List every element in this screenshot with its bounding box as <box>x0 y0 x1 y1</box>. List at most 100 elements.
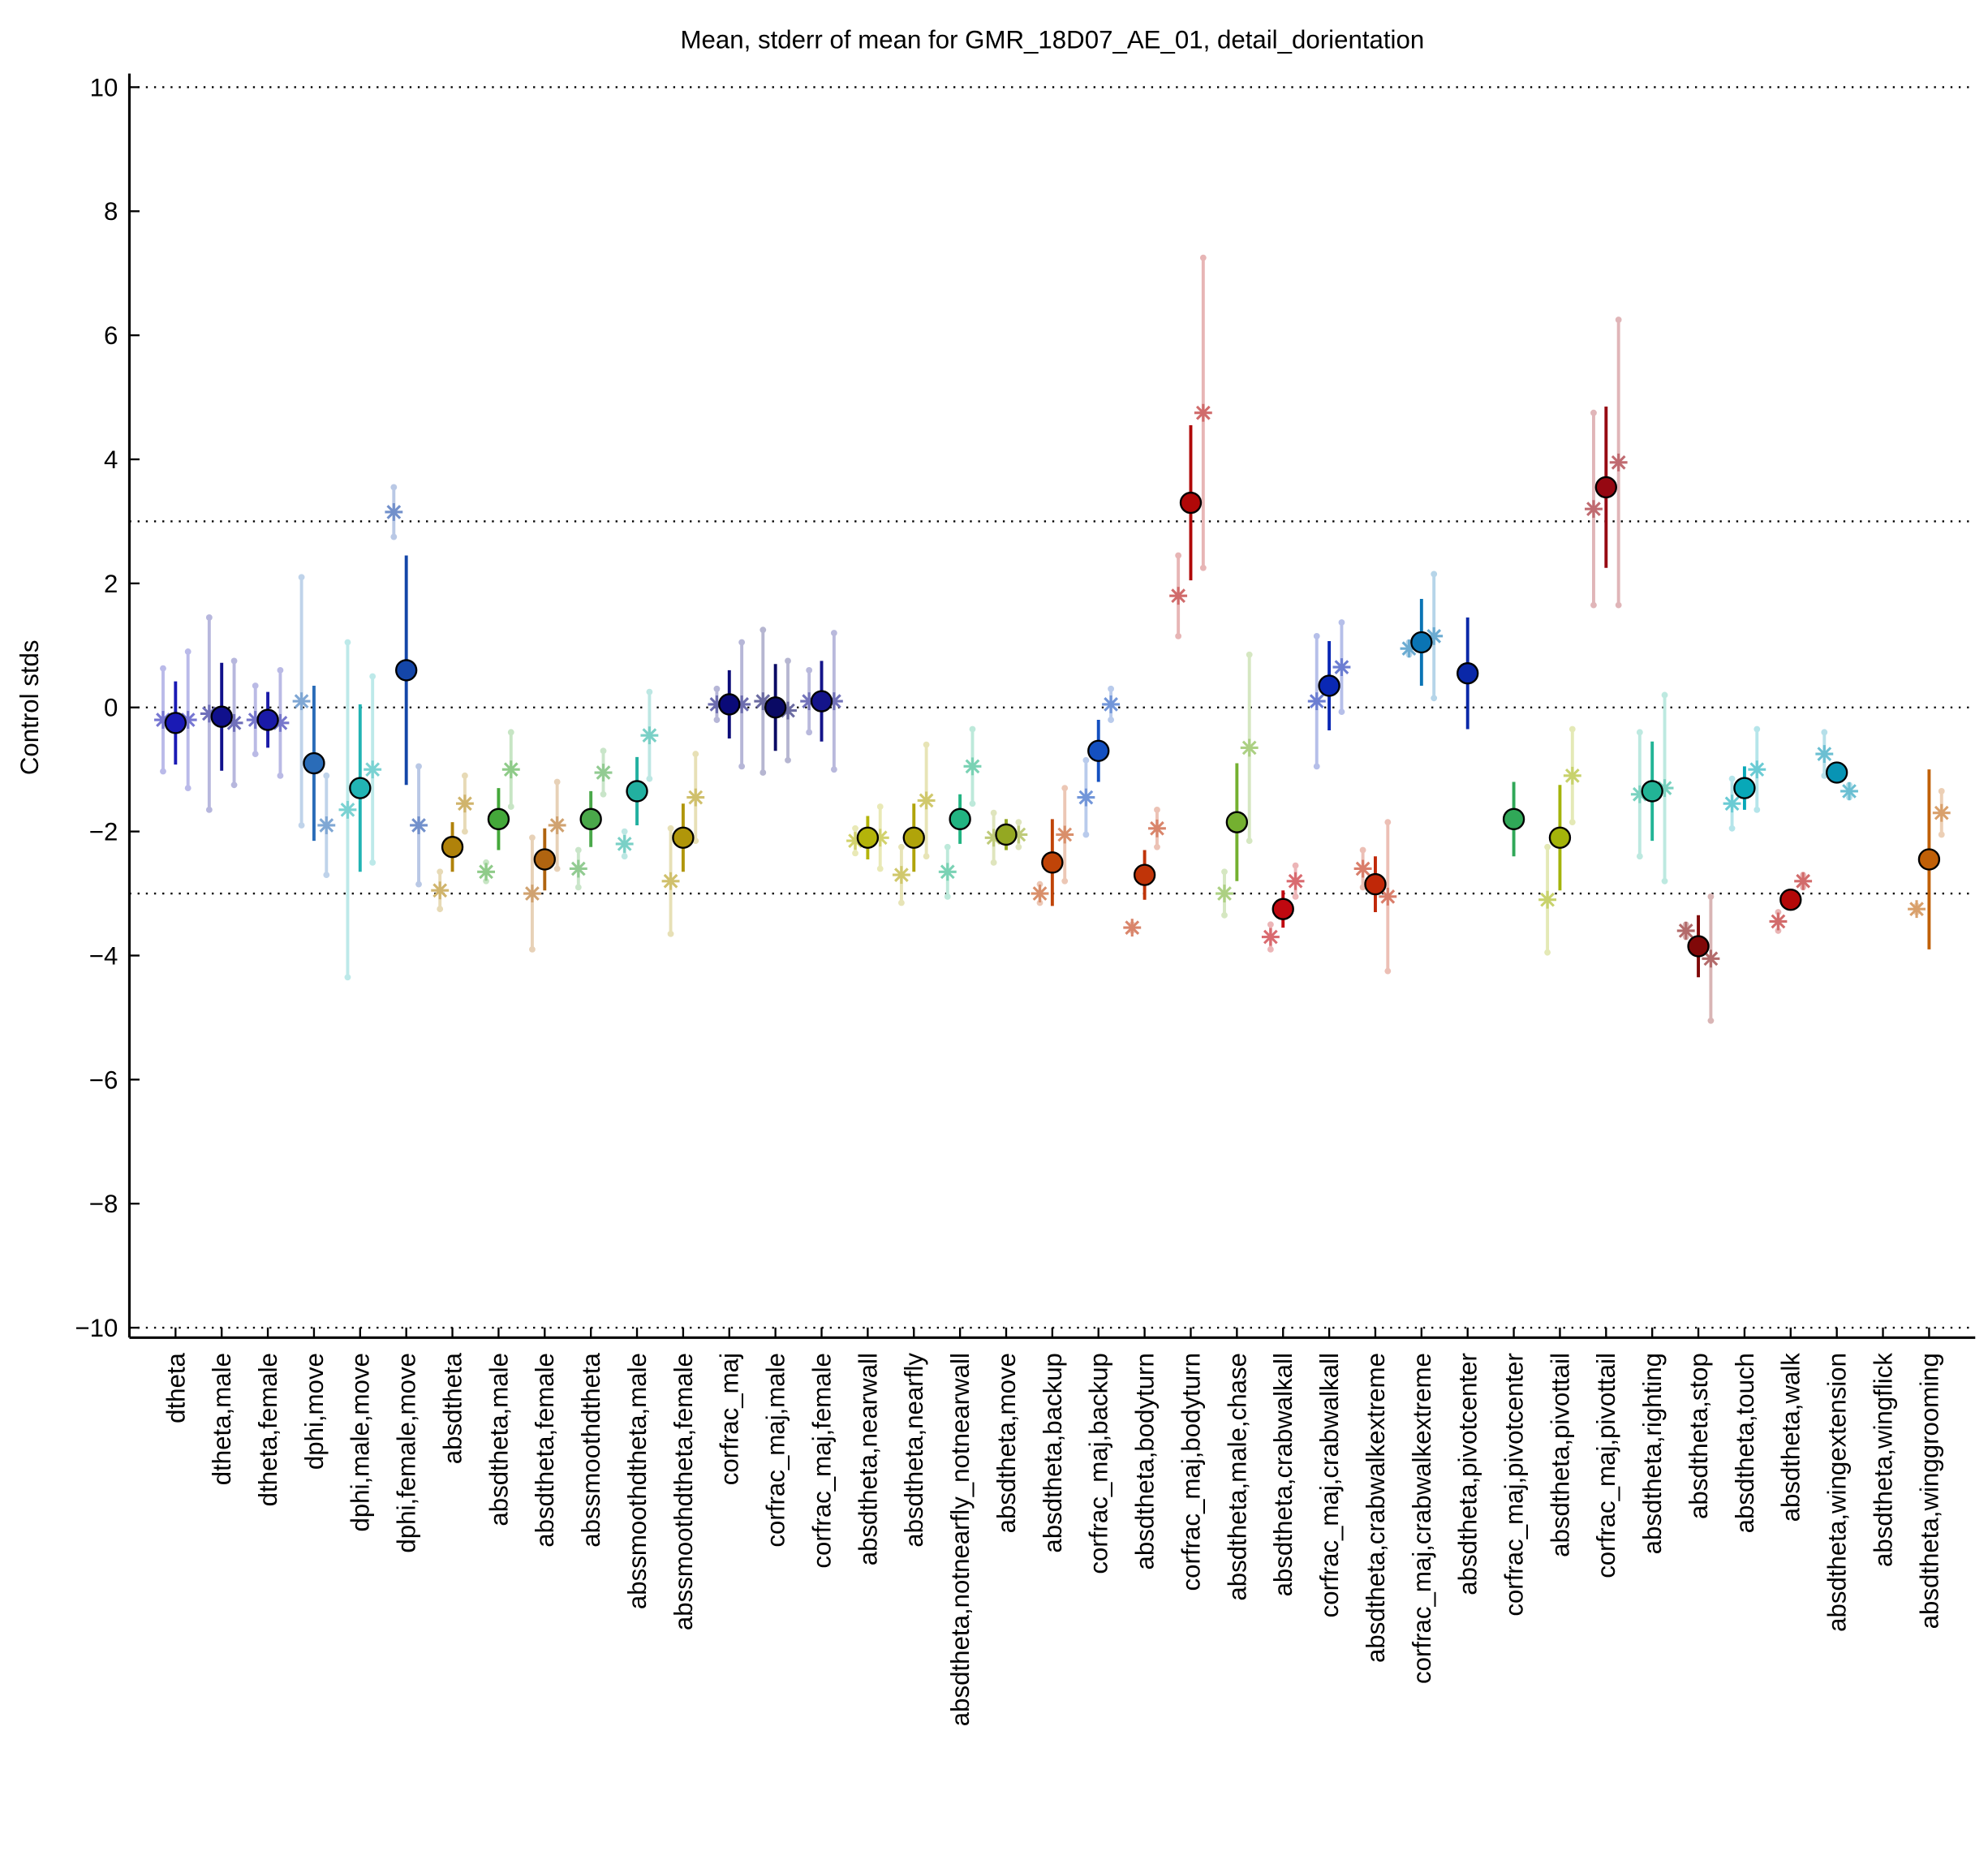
error-cap <box>1154 843 1160 850</box>
error-cap <box>876 865 884 872</box>
star-stroke <box>411 818 426 833</box>
mean-marker <box>1410 631 1433 654</box>
x-tick-label: dtheta,male <box>208 1353 236 1485</box>
y-tick-label: 8 <box>104 197 118 226</box>
error-cap <box>483 859 489 866</box>
mean-marker <box>1687 935 1710 958</box>
star-marker <box>1261 928 1280 946</box>
x-tick-label: abssmoothdtheta,female <box>669 1353 698 1630</box>
error-cap <box>1267 921 1274 928</box>
error-cap <box>1175 552 1182 559</box>
y-tick-label: 0 <box>104 694 118 722</box>
error-cap <box>1108 717 1115 723</box>
error-cap <box>923 741 930 748</box>
error-cap <box>1431 695 1438 702</box>
mean-marker <box>441 836 464 859</box>
error-cap <box>230 781 238 789</box>
mean-marker <box>256 708 279 731</box>
error-cap <box>1590 601 1597 609</box>
star-marker <box>963 757 982 776</box>
star-stroke <box>1195 405 1211 420</box>
error-cap <box>944 843 951 850</box>
mean-marker <box>164 712 187 734</box>
error-cap <box>1615 316 1622 323</box>
error-cap <box>1615 601 1622 609</box>
error-cap <box>759 626 767 634</box>
error-cap <box>1175 632 1182 639</box>
error-cap <box>1036 899 1043 906</box>
star-marker <box>1840 781 1858 800</box>
error-cap <box>184 785 191 792</box>
error-cap <box>1338 619 1345 626</box>
error-cap <box>990 859 997 866</box>
star-stroke <box>1564 768 1580 783</box>
mean-marker <box>210 705 233 728</box>
error-cap <box>553 778 561 786</box>
error-cap <box>1292 862 1299 869</box>
error-cap <box>323 872 330 879</box>
error-cap <box>1707 1017 1715 1024</box>
x-tick-label: absdtheta,crabwalkextreme <box>1362 1353 1390 1663</box>
y-tick-label: 2 <box>104 570 118 598</box>
star-marker <box>1538 890 1557 909</box>
error-cap <box>277 772 284 779</box>
error-cap <box>1082 756 1090 764</box>
error-cap <box>230 657 238 665</box>
star-stroke <box>1334 660 1349 674</box>
mean-marker <box>949 807 971 831</box>
error-cap <box>667 930 674 937</box>
star-marker <box>1102 695 1121 713</box>
mean-marker <box>1179 491 1203 515</box>
star-marker <box>1194 403 1212 422</box>
error-cap <box>1313 763 1320 770</box>
star-marker <box>661 872 680 890</box>
x-tick-label: absdtheta,wingflick <box>1869 1353 1897 1567</box>
error-cap <box>390 533 398 540</box>
star-stroke <box>1842 784 1857 799</box>
x-tick-label: absdtheta,wingextension <box>1823 1353 1852 1632</box>
mean-marker <box>303 751 325 775</box>
x-tick-label: absdtheta,female <box>531 1353 559 1548</box>
star-marker <box>364 760 382 779</box>
star-marker <box>686 788 705 807</box>
mean-marker <box>995 823 1018 846</box>
star-marker <box>1169 587 1188 605</box>
x-tick-label: corfrac_maj,pivotcenter <box>1500 1353 1529 1617</box>
star-stroke <box>755 694 771 708</box>
error-cap <box>852 850 858 857</box>
error-cap <box>1267 945 1274 953</box>
x-tick-label: absdtheta,crabwalkall <box>1269 1353 1297 1596</box>
error-cap <box>1728 775 1736 782</box>
error-cap <box>1061 877 1069 885</box>
x-tick-label: absdtheta,righting <box>1638 1353 1667 1554</box>
mean-marker <box>1825 761 1848 784</box>
error-cap <box>944 893 951 900</box>
error-cap <box>830 630 837 636</box>
error-cap <box>1108 685 1115 692</box>
error-cap <box>1431 570 1438 578</box>
y-tick-label: −8 <box>89 1190 118 1218</box>
star-marker <box>1379 887 1397 906</box>
error-cap <box>1775 909 1782 915</box>
x-tick-label: absdtheta,nearwall <box>854 1353 882 1565</box>
star-stroke <box>688 790 704 805</box>
error-cap <box>713 717 721 723</box>
mean-marker <box>1225 811 1249 833</box>
error-cap <box>646 688 653 695</box>
x-tick-label: absdtheta,touch <box>1731 1353 1759 1533</box>
error-cap <box>344 974 351 981</box>
star-stroke <box>642 728 657 743</box>
star-stroke <box>226 715 242 730</box>
star-stroke <box>1241 740 1257 756</box>
mean-marker <box>1457 662 1479 685</box>
error-cap <box>1544 949 1551 956</box>
x-tick-label: absdtheta,notnearfly_notnearwall <box>946 1353 975 1726</box>
error-cap <box>1590 409 1597 416</box>
star-marker <box>1123 919 1142 937</box>
error-cap <box>298 574 305 581</box>
error-cap <box>600 747 607 755</box>
error-cap <box>1313 632 1320 639</box>
error-cap <box>252 682 259 689</box>
star-stroke <box>1678 924 1693 938</box>
